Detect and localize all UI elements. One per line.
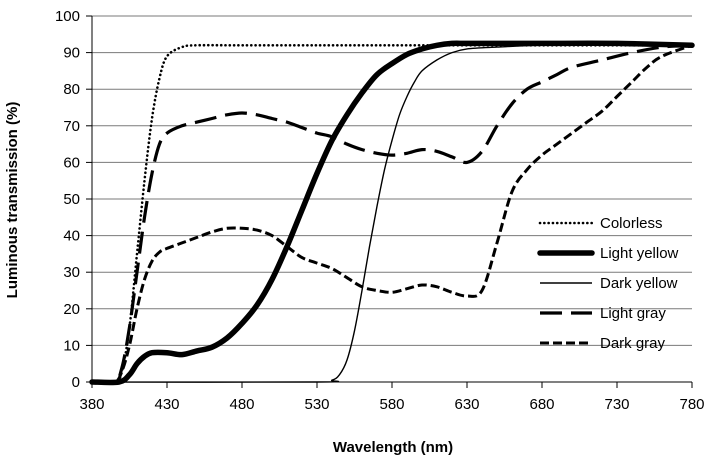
gridlines [92,15,692,346]
x-tick-label-780: 780 [679,396,704,413]
legend-label-light-yellow: Light yellow [600,245,679,262]
y-tick-label-50: 50 [63,191,80,208]
x-tick-label-380: 380 [79,396,104,413]
series-lines [89,40,695,386]
x-tick-label-530: 530 [304,396,329,413]
x-axis-title: Wavelength (nm) [333,439,453,456]
y-tick-label-80: 80 [63,81,80,98]
legend-label-light-gray: Light gray [600,305,666,322]
y-tick-label-30: 30 [63,264,80,281]
series-line-colorless [90,43,694,385]
series-line-dark-yellow [91,44,692,383]
series-line-light-yellow [89,40,695,386]
series-line-light-gray [91,43,693,385]
legend-label-dark-yellow: Dark yellow [600,275,678,292]
y-tick-label-10: 10 [63,337,80,354]
x-tick-label-630: 630 [454,396,479,413]
x-tick-label-680: 680 [529,396,554,413]
y-tick-label-70: 70 [63,118,80,135]
series-line-dark-gray [91,43,693,385]
y-tick-label-40: 40 [63,228,80,245]
y-tick-label-100: 100 [55,8,80,25]
y-tick-label-90: 90 [63,45,80,62]
x-tick-labels: 380 430 480 530 580 630 680 730 780 [79,396,704,413]
x-tick-label-430: 430 [154,396,179,413]
y-tick-labels: 0 10 20 30 40 50 60 70 80 90 100 [55,8,80,391]
axes [86,15,693,388]
y-axis-title: Luminous transmission (%) [4,102,21,299]
y-tick-label-0: 0 [72,374,80,391]
y-tick-label-60: 60 [63,154,80,171]
legend: Colorless Light yellow Dark yellow Light gr… [537,215,679,352]
x-tick-label-480: 480 [229,396,254,413]
y-tick-label-20: 20 [63,301,80,318]
legend-label-colorless: Colorless [600,215,663,232]
x-tick-label-730: 730 [604,396,629,413]
legend-label-dark-gray: Dark gray [600,335,666,352]
x-tick-label-580: 580 [379,396,404,413]
